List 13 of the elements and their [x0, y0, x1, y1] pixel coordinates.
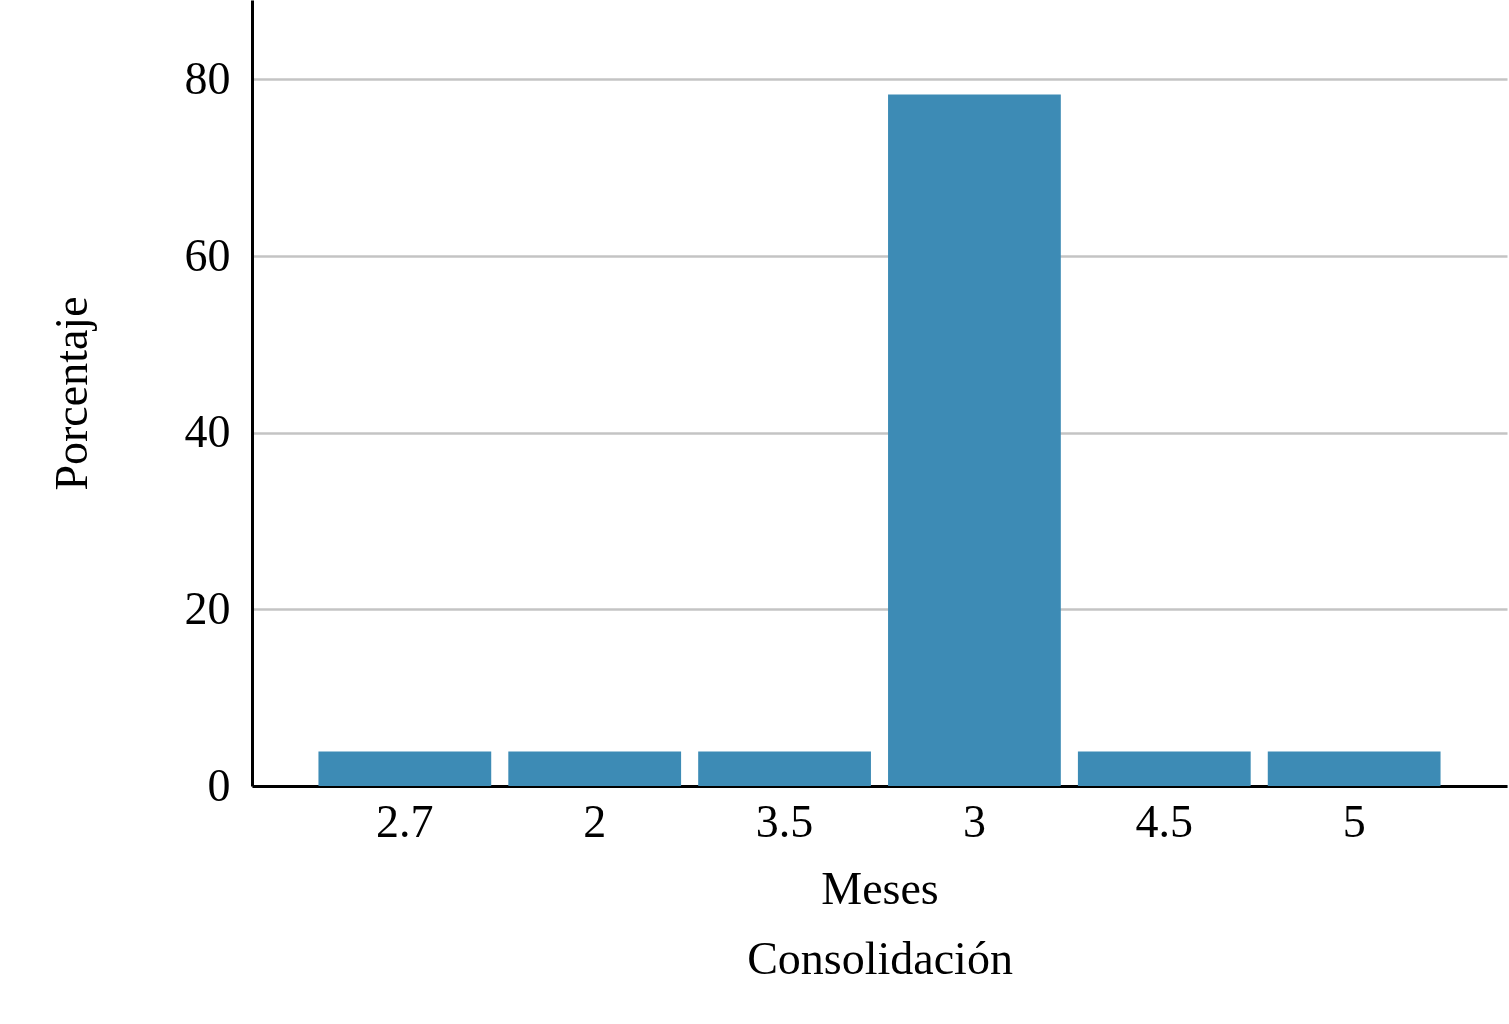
y-tick-label: 40 — [184, 406, 231, 458]
y-tick-label: 60 — [184, 229, 231, 281]
y-axis-title: Porcentaje — [45, 296, 97, 491]
x-tick-label: 3.5 — [755, 795, 814, 847]
x-axis-title: Meses Consolidación — [747, 862, 1013, 984]
x-tick-label: 5 — [1342, 795, 1366, 847]
y-tick-label: 0 — [207, 759, 231, 811]
x-tick-label: 4.5 — [1135, 795, 1194, 847]
x-tick-label: 2.7 — [376, 795, 434, 847]
y-tick-label: 80 — [184, 52, 231, 104]
y-tick-label: 20 — [184, 582, 231, 634]
x-tick-label: 3 — [962, 795, 986, 847]
x-tick-label: 2 — [583, 795, 607, 847]
